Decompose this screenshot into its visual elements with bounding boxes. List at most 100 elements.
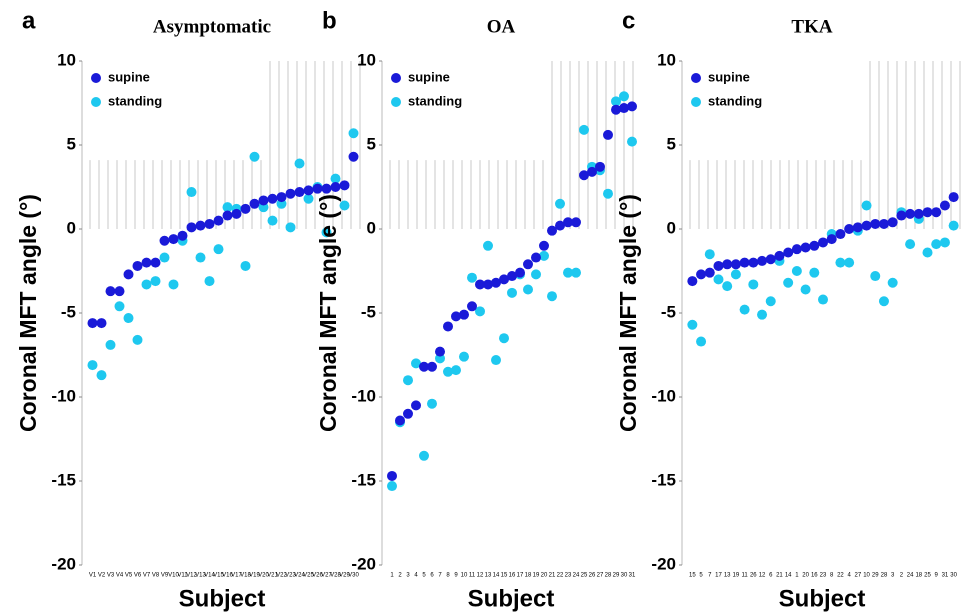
legend-marker: [691, 97, 701, 107]
point: [844, 224, 855, 234]
point: [321, 227, 332, 238]
point: [267, 193, 278, 204]
x-tick-label: V7: [143, 573, 151, 579]
point: [555, 220, 565, 231]
point: [603, 188, 613, 199]
point: [499, 274, 509, 285]
x-tick-label: 26: [589, 573, 596, 579]
x-tick-label: 1: [795, 573, 799, 579]
point: [571, 267, 581, 278]
x-tick-label: 17: [517, 573, 524, 579]
point: [523, 284, 533, 295]
legend-marker: [391, 97, 401, 107]
point: [348, 151, 359, 162]
x-tick-label: 20: [802, 573, 809, 579]
x-tick-label: 14: [785, 573, 792, 579]
point: [105, 339, 116, 350]
panel-label: c: [622, 7, 635, 34]
point: [896, 210, 907, 221]
point: [150, 276, 161, 287]
point: [809, 267, 820, 278]
point: [905, 239, 916, 250]
legend-marker: [91, 97, 101, 107]
x-tick-label: V27: [321, 573, 332, 579]
point: [791, 266, 802, 276]
x-tick-label: V22: [276, 573, 287, 579]
x-tick-label: V2: [98, 573, 106, 579]
point: [704, 249, 715, 260]
point: [403, 408, 413, 419]
point: [905, 208, 916, 219]
point: [791, 244, 802, 255]
point: [195, 220, 206, 231]
point: [419, 450, 429, 461]
point: [435, 346, 445, 357]
point: [603, 129, 613, 140]
point: [483, 240, 493, 251]
point: [443, 366, 453, 377]
point: [696, 269, 707, 280]
x-tick-label: 27: [854, 573, 861, 579]
x-axis-label: Subject: [468, 585, 555, 612]
point: [887, 217, 898, 228]
point: [222, 210, 233, 221]
point: [411, 400, 421, 411]
x-tick-label: 31: [629, 573, 636, 579]
x-tick-label: V18: [240, 573, 251, 579]
legend-marker: [391, 73, 401, 83]
point: [547, 225, 557, 236]
x-tick-label: 6: [430, 573, 434, 579]
x-tick-label: 4: [847, 573, 851, 579]
y-tick-label: 0: [667, 218, 676, 237]
point: [748, 257, 759, 268]
point: [186, 187, 197, 198]
x-tick-label: V25: [303, 573, 314, 579]
point: [483, 279, 493, 290]
x-tick-label: 7: [438, 573, 442, 579]
x-tick-label: 21: [776, 573, 783, 579]
point: [339, 180, 350, 191]
x-tick-label: 13: [485, 573, 492, 579]
x-tick-label: 22: [837, 573, 844, 579]
point: [132, 260, 143, 271]
x-tick-label: V17: [231, 573, 242, 579]
point: [507, 287, 517, 298]
point: [467, 272, 477, 283]
point: [687, 276, 698, 287]
point: [922, 247, 933, 258]
point: [931, 239, 942, 250]
point: [939, 200, 950, 211]
y-tick-label: 10: [57, 50, 76, 69]
point: [451, 365, 461, 376]
x-tick-label: V21: [267, 573, 278, 579]
point: [722, 281, 733, 292]
y-axis-label: Coronal MFT angle (°): [615, 194, 641, 432]
x-tick-label: V13: [195, 573, 206, 579]
y-tick-label: 5: [367, 134, 376, 153]
chart-title: OA: [487, 16, 516, 37]
point: [411, 358, 421, 369]
y-tick-label: -10: [351, 386, 376, 405]
point: [922, 207, 933, 218]
y-axis-label: Coronal MFT angle (°): [15, 194, 41, 432]
panel-label: a: [22, 7, 36, 34]
x-tick-label: 28: [881, 573, 888, 579]
x-tick-label: 27: [597, 573, 604, 579]
x-tick-label: 7: [708, 573, 712, 579]
y-tick-label: -10: [51, 386, 76, 405]
point: [515, 267, 525, 278]
point: [491, 355, 501, 366]
point: [835, 229, 846, 240]
x-tick-label: 21: [549, 573, 556, 579]
x-tick-label: V15: [213, 573, 224, 579]
x-tick-label: 19: [733, 573, 740, 579]
point: [722, 259, 733, 270]
point: [800, 284, 811, 295]
x-tick-label: V23: [285, 573, 296, 579]
legend-marker: [691, 73, 701, 83]
point: [563, 217, 573, 228]
x-tick-label: 9: [454, 573, 458, 579]
point: [285, 222, 296, 233]
legend-label: supine: [708, 69, 750, 84]
point: [595, 161, 605, 172]
